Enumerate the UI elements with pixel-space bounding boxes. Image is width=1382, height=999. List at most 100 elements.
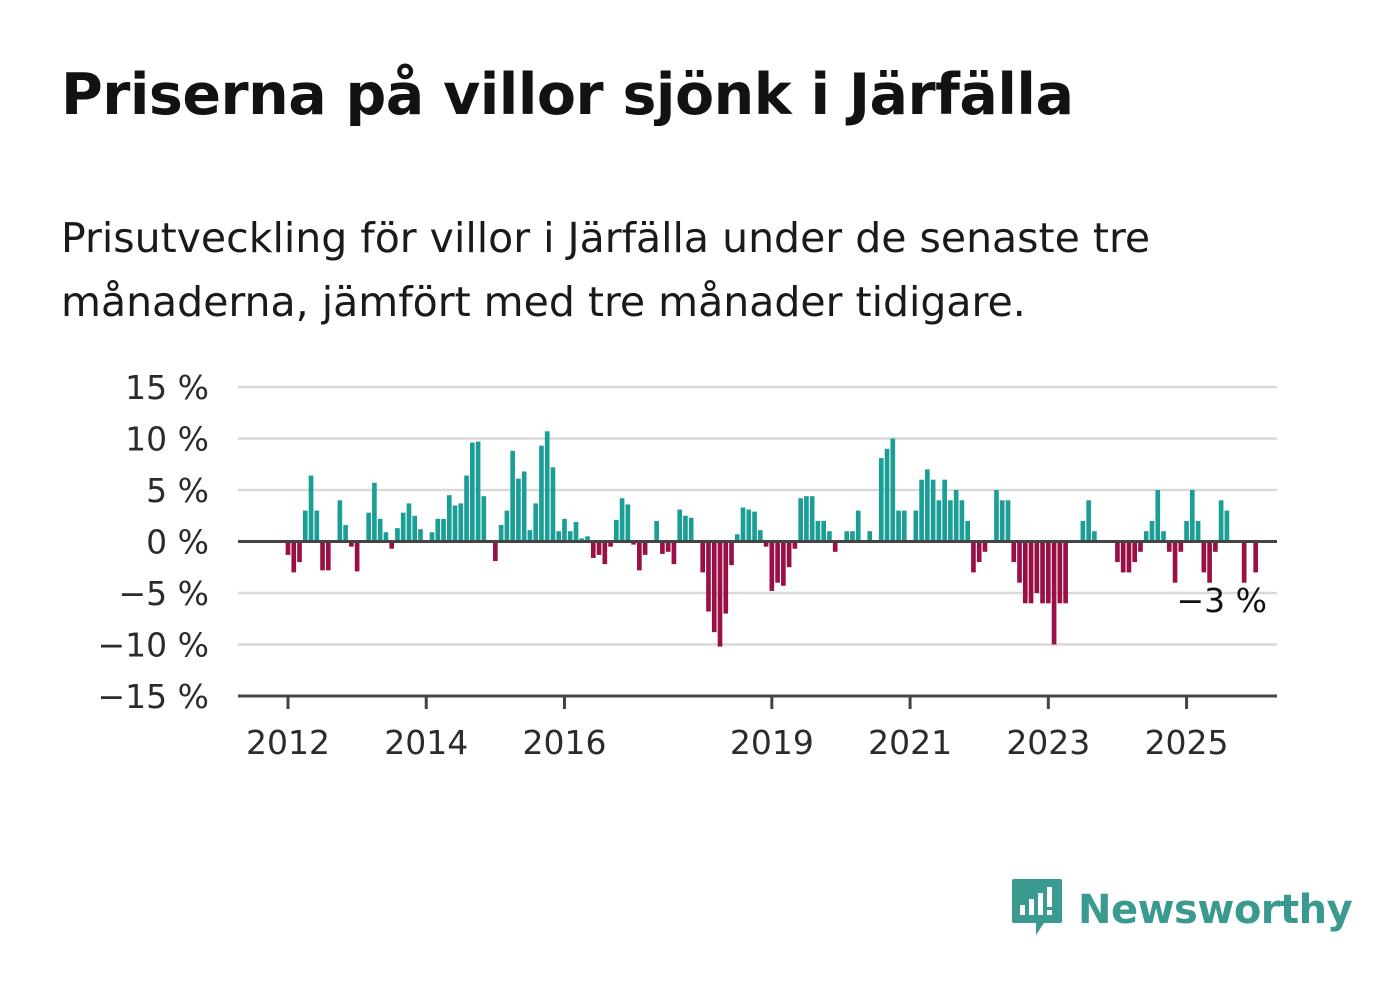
bar — [631, 541, 636, 545]
bar — [556, 531, 562, 542]
bar — [625, 504, 631, 542]
bar — [660, 541, 665, 554]
bar — [1184, 520, 1189, 542]
bar — [372, 482, 377, 542]
bar — [706, 541, 711, 612]
bar — [740, 507, 746, 542]
bar — [590, 541, 596, 558]
bar — [539, 445, 544, 542]
bar — [1241, 541, 1247, 583]
bar — [1092, 531, 1097, 542]
bar — [458, 503, 464, 542]
bar — [999, 500, 1005, 542]
x-tick-label: 2016 — [522, 723, 606, 762]
bar — [550, 467, 556, 542]
bar — [827, 531, 832, 542]
bar — [493, 541, 498, 562]
bar — [688, 517, 694, 542]
bar — [1115, 541, 1120, 563]
bar — [1022, 541, 1028, 604]
bar — [959, 500, 965, 542]
bar — [919, 479, 924, 542]
bar — [608, 541, 613, 547]
bar — [1149, 520, 1155, 542]
y-tick-label: −15 % — [98, 677, 210, 716]
bar — [395, 528, 400, 542]
bar — [665, 541, 671, 552]
y-tick-label: 10 % — [125, 420, 209, 459]
bar — [567, 531, 573, 542]
bars — [285, 431, 1259, 647]
bar — [1166, 541, 1172, 552]
brand-logo: Newsworthy — [1010, 877, 1353, 943]
bar — [901, 510, 907, 542]
bar — [533, 503, 539, 542]
bar — [469, 442, 475, 542]
bar — [337, 500, 343, 542]
bar — [1005, 500, 1011, 542]
bar — [291, 541, 297, 573]
y-tick-label: −10 % — [98, 626, 210, 665]
bar — [343, 525, 348, 542]
newsworthy-logo-icon — [1010, 877, 1064, 943]
bar — [429, 532, 435, 542]
bar — [896, 510, 901, 542]
bar — [884, 448, 890, 542]
bar — [412, 515, 418, 542]
bar — [1253, 541, 1259, 573]
bar — [1120, 541, 1126, 573]
x-tick-label: 2014 — [384, 723, 468, 762]
bar — [1224, 510, 1230, 542]
bar — [781, 541, 786, 586]
latest-value-label: −3 % — [1177, 581, 1268, 620]
chart-subtitle: Prisutveckling för villor i Järfälla und… — [61, 214, 1151, 326]
bar — [1172, 541, 1178, 583]
bar — [464, 475, 469, 542]
bar-chart: 15 % 10 % 5 % 0 % −5 % −10 % −15 % 2012 2014 2016… — [98, 368, 1277, 762]
brand-name: Newsworthy — [1078, 887, 1353, 933]
bar — [844, 531, 850, 542]
bar — [504, 510, 510, 542]
bar — [596, 541, 602, 555]
bar — [383, 532, 389, 542]
bar — [1040, 541, 1045, 604]
bar — [1126, 541, 1132, 573]
axes — [238, 540, 1277, 709]
bar — [1178, 541, 1184, 552]
bar — [798, 498, 803, 542]
bar — [677, 509, 683, 542]
bar — [971, 541, 976, 573]
bar — [1132, 541, 1138, 563]
bar — [763, 541, 769, 547]
bar — [867, 531, 873, 542]
bar — [913, 510, 919, 542]
bar — [1086, 500, 1091, 542]
bar — [1195, 520, 1201, 542]
bar — [613, 519, 619, 542]
bar — [562, 518, 567, 542]
y-tick-label: 0 % — [146, 523, 209, 562]
bar — [366, 512, 371, 542]
bar — [723, 541, 729, 614]
bar — [481, 496, 487, 542]
bar — [792, 541, 798, 549]
bar — [1218, 500, 1224, 542]
bar — [654, 520, 659, 542]
bar — [285, 541, 291, 555]
bar — [544, 431, 550, 542]
gridlines — [238, 385, 1277, 646]
bar — [953, 490, 959, 542]
bar — [320, 541, 325, 571]
bar — [976, 541, 982, 563]
bar — [573, 521, 579, 542]
bar — [930, 479, 936, 542]
bar — [389, 541, 395, 549]
bar — [1207, 541, 1212, 583]
bar — [446, 495, 452, 542]
bar — [1143, 531, 1149, 542]
bar — [671, 541, 677, 565]
bar — [1189, 490, 1195, 542]
y-tick-label: −5 % — [119, 574, 210, 613]
bar — [769, 541, 775, 591]
bar — [1080, 520, 1086, 542]
